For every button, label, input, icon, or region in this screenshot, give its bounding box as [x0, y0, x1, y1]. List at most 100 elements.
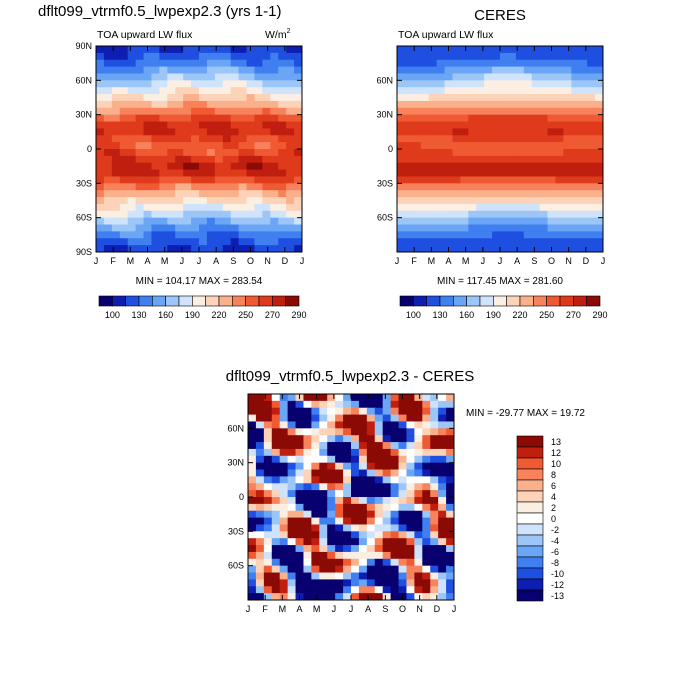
field-cell [294, 231, 302, 239]
field-cell [507, 59, 517, 68]
field-cell [358, 586, 368, 594]
field-cell [151, 59, 160, 68]
field-cell [319, 428, 328, 436]
field-cell [127, 238, 137, 246]
field-cell [111, 210, 121, 219]
field-cell [547, 52, 557, 61]
field-cell [103, 100, 113, 109]
field-cell [404, 190, 414, 198]
field-cell [468, 87, 477, 95]
field-cell [351, 469, 360, 477]
field-cell [351, 476, 360, 484]
field-cell [351, 565, 360, 574]
field-cell [397, 162, 406, 171]
field-cell [351, 435, 360, 443]
field-cell [358, 414, 368, 423]
field-cell [515, 135, 525, 143]
field-cell [531, 183, 541, 191]
field-cell [271, 407, 281, 416]
field-cell [406, 517, 415, 526]
field-cell [414, 572, 423, 580]
field-cell [539, 128, 549, 136]
field-cell [111, 135, 121, 143]
field-cell [579, 46, 588, 54]
field-cell [452, 197, 461, 205]
field-cell [430, 517, 439, 526]
field-cell [206, 73, 216, 81]
field-cell [539, 190, 549, 198]
field-cell [191, 183, 200, 191]
field-cell [444, 114, 454, 123]
field-cell [460, 121, 469, 129]
field-cell [547, 114, 557, 123]
field-cell [444, 128, 454, 136]
field-cell [270, 149, 279, 157]
field-cell [476, 114, 485, 123]
field-cell [214, 59, 224, 68]
field-cell [515, 121, 525, 129]
field-cell [262, 46, 271, 54]
field-cell [555, 203, 564, 212]
field-cell [175, 142, 184, 150]
field-cell [358, 545, 368, 553]
field-cell [151, 217, 160, 226]
field-cell [230, 203, 240, 212]
field-cell [351, 510, 360, 519]
field-cell [382, 483, 392, 491]
field-cell [159, 87, 168, 95]
field-cell [523, 107, 533, 116]
field-cell [167, 217, 176, 226]
field-cell [358, 517, 368, 526]
field-cell [343, 455, 352, 464]
field-cell [119, 149, 129, 157]
field-cell [571, 87, 580, 95]
field-cell [398, 545, 408, 553]
field-cell [119, 231, 129, 239]
field-cell [430, 565, 439, 574]
field-cell [248, 483, 257, 491]
colorbar-label: 250 [238, 310, 253, 320]
field-cell [555, 197, 564, 205]
field-cell [531, 135, 541, 143]
field-cell [595, 114, 603, 123]
field-cell [343, 531, 352, 539]
field-cell [398, 407, 408, 416]
field-cell [579, 203, 588, 212]
colorbar-swatch [125, 295, 140, 307]
field-cell [303, 551, 312, 560]
field-cell [436, 155, 446, 164]
field-cell [111, 217, 121, 226]
field-cell [143, 238, 153, 246]
field-cell [303, 503, 312, 512]
field-cell [311, 579, 320, 587]
field-cell [430, 476, 439, 484]
field-cell [127, 183, 137, 191]
field-cell [555, 155, 564, 164]
field-cell [382, 442, 392, 450]
field-cell [428, 46, 438, 54]
field-cell [255, 448, 265, 457]
field-cell [199, 197, 208, 205]
field-cell [199, 162, 208, 171]
field-cell [404, 59, 414, 68]
field-cell [135, 66, 145, 75]
field-cell [287, 524, 297, 532]
field-cell [452, 66, 461, 75]
field-cell [422, 565, 431, 574]
field-cell [438, 435, 447, 443]
field-cell [446, 593, 454, 600]
field-cell [119, 114, 129, 123]
field-cell [358, 421, 368, 429]
x-tick-label: N [264, 256, 271, 266]
field-cell [468, 176, 477, 184]
field-cell [327, 428, 336, 436]
field-cell [539, 169, 549, 178]
field-cell [111, 52, 121, 61]
field-cell [460, 66, 469, 75]
field-cell [279, 394, 289, 402]
field-cell [175, 135, 184, 143]
field-cell [374, 462, 384, 471]
field-cell [214, 162, 224, 171]
field-cell [436, 121, 446, 129]
field-cell [343, 517, 352, 526]
